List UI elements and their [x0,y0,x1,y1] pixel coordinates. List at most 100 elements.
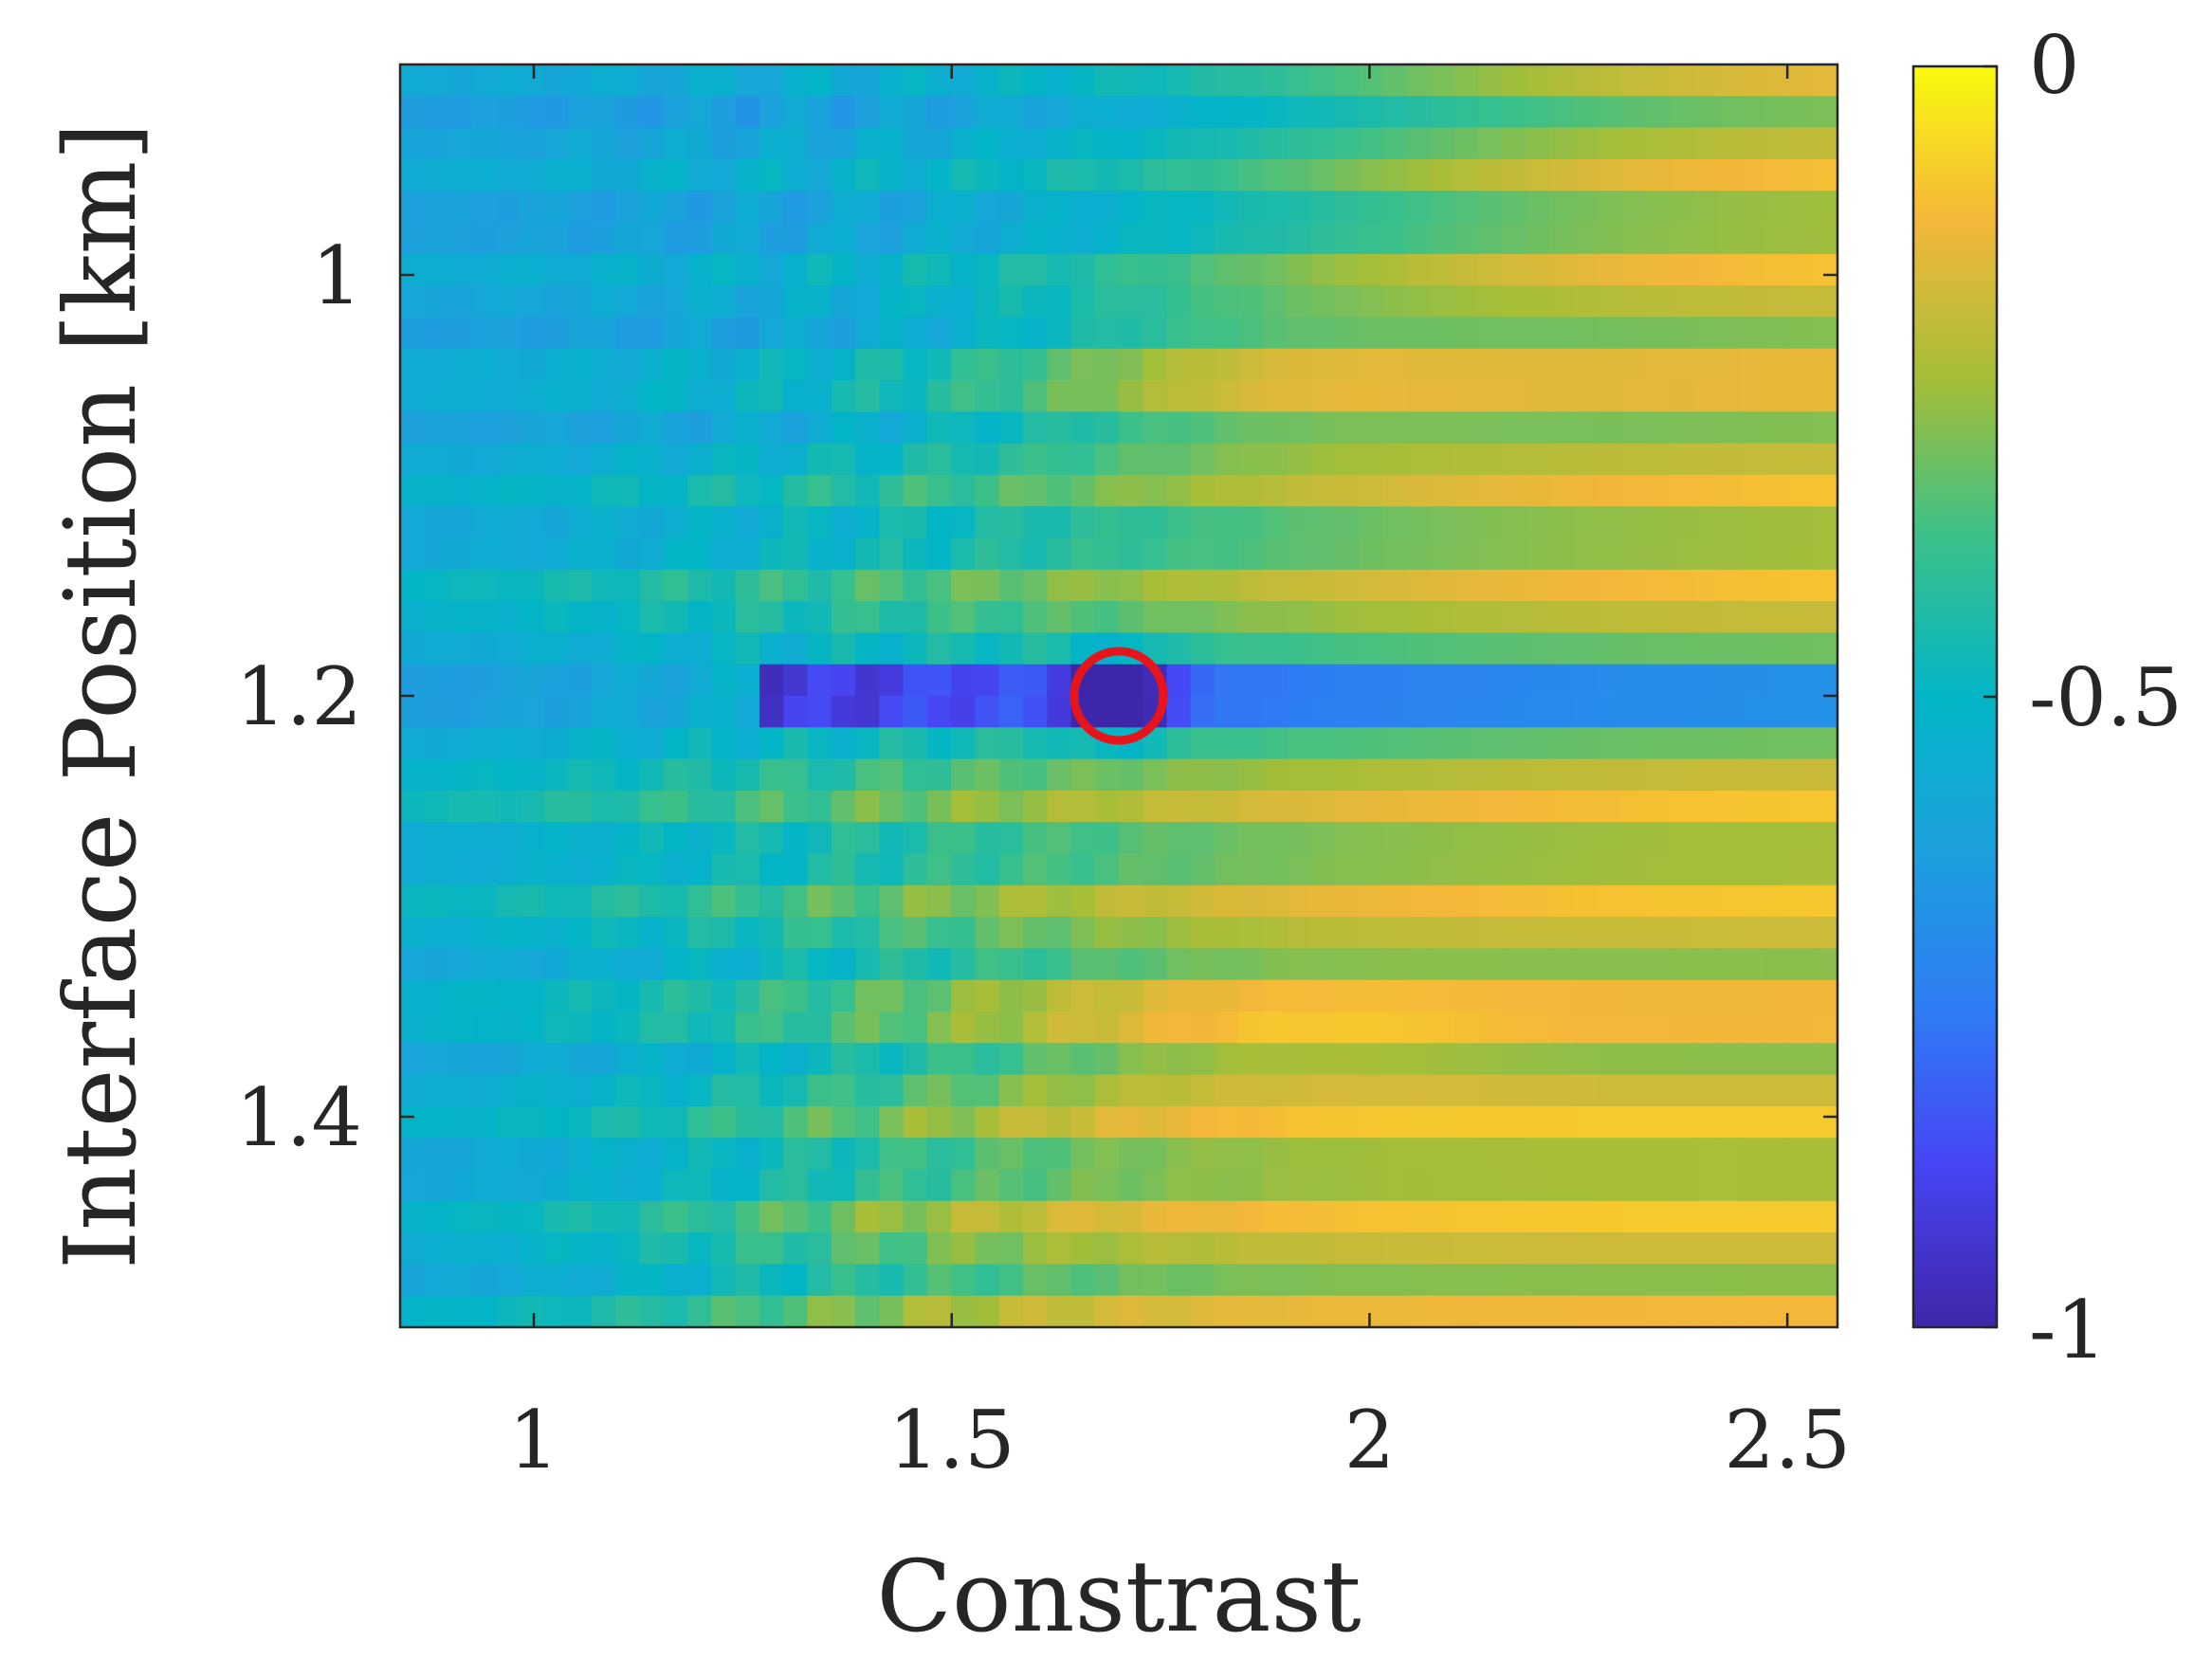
heatmap-cell [998,127,1024,160]
heatmap-cell [1598,158,1623,191]
heatmap-cell [1717,191,1743,224]
heatmap-cell [711,790,737,823]
heatmap-cell [1741,1169,1766,1202]
heatmap-cell [1406,64,1432,97]
heatmap-cell [1286,569,1311,602]
heatmap-cell [615,348,641,381]
heatmap-cell [496,822,521,855]
heatmap-cell [1310,1105,1335,1139]
heatmap-cell [567,222,593,255]
heatmap-cell [1526,411,1551,445]
heatmap-cell [520,1200,545,1233]
heatmap-cell [1717,474,1743,507]
heatmap-cell [1430,348,1455,381]
heatmap-cell [424,1138,449,1171]
heatmap-cell [951,443,976,476]
heatmap-cell [448,222,473,255]
heatmap-cell [1262,1074,1288,1107]
heatmap-cell [1789,191,1815,224]
heatmap-cell [1813,632,1837,665]
heatmap-cell [1047,380,1072,412]
heatmap-cell [855,664,880,697]
heatmap-cell [1574,96,1599,129]
heatmap-cell [1358,632,1383,665]
heatmap-cell [783,222,809,255]
heatmap-cell [1143,1043,1168,1076]
heatmap-cell [831,64,856,97]
heatmap-cell [1381,790,1407,823]
heatmap-cell [759,253,784,286]
heatmap-cell [1166,1012,1192,1044]
heatmap-cell [783,348,809,381]
heatmap-cell [1094,1295,1120,1327]
heatmap-cell [1215,1232,1239,1265]
heatmap-cell [1765,1200,1791,1233]
heatmap-cell [711,222,737,255]
heatmap-cell [1813,285,1837,318]
heatmap-cell [998,285,1024,318]
heatmap-cell [998,853,1024,886]
heatmap-cell [807,948,832,981]
heatmap-cell [663,1200,688,1233]
heatmap-cell [951,253,976,286]
heatmap-cell [1526,538,1551,571]
heatmap-cell [471,632,497,665]
heatmap-cell [448,948,473,981]
heatmap-cell [1549,285,1575,318]
heatmap-cell [1502,380,1527,412]
heatmap-cell [807,443,832,476]
heatmap-cell [1765,1105,1791,1139]
heatmap-cell [1334,1138,1360,1171]
heatmap-cell [951,191,976,224]
heatmap-cell [1670,917,1694,949]
heatmap-cell [855,64,880,97]
heatmap-cell [735,696,760,728]
heatmap-cell [1502,1264,1527,1297]
heatmap-cell [1238,1074,1264,1107]
heatmap-cell [807,1232,832,1265]
heatmap-cell [471,601,497,633]
heatmap-cell [1119,664,1143,697]
heatmap-cell [592,1295,616,1327]
heatmap-cell [1047,158,1072,191]
heatmap-cell [1621,317,1647,350]
heatmap-cell [1381,1043,1407,1076]
heatmap-cell [855,506,880,539]
heatmap-cell [1381,191,1407,224]
heatmap-cell [1765,1232,1791,1265]
heatmap-cell [1693,1264,1719,1297]
heatmap-cell [1070,822,1096,855]
heatmap-cell [1238,664,1264,697]
heatmap-cell [592,285,616,318]
heatmap-cell [975,1200,1000,1233]
heatmap-cell [1381,758,1407,792]
colorbar-tick-label: -1 [2029,1284,2107,1376]
heatmap-cell [1334,917,1360,949]
heatmap-cell [1478,253,1503,286]
heatmap-cell [663,285,688,318]
heatmap-cell [1143,948,1168,981]
heatmap-cell [1430,380,1455,412]
heatmap-cell [975,1295,1000,1327]
heatmap-cell [1574,948,1599,981]
heatmap-cell [1670,158,1694,191]
heatmap-cell [879,696,905,728]
heatmap-cell [711,317,737,350]
heatmap-cell [1453,884,1479,918]
heatmap-cell [1549,1264,1575,1297]
heatmap-cell [735,380,760,412]
heatmap-cell [615,979,641,1012]
heatmap-cell [711,1105,737,1139]
heatmap-cell [1190,1105,1216,1139]
heatmap-cell [1381,285,1407,318]
heatmap-cell [687,917,713,949]
heatmap-cell [759,411,784,445]
heatmap-cell [424,884,449,918]
heatmap-cell [1310,696,1335,728]
heatmap-cell [1406,317,1432,350]
heatmap-cell [1334,285,1360,318]
heatmap-cell [1478,1264,1503,1297]
heatmap-cell [855,696,880,728]
heatmap-cell [1789,1043,1815,1076]
heatmap-cell [520,758,545,792]
